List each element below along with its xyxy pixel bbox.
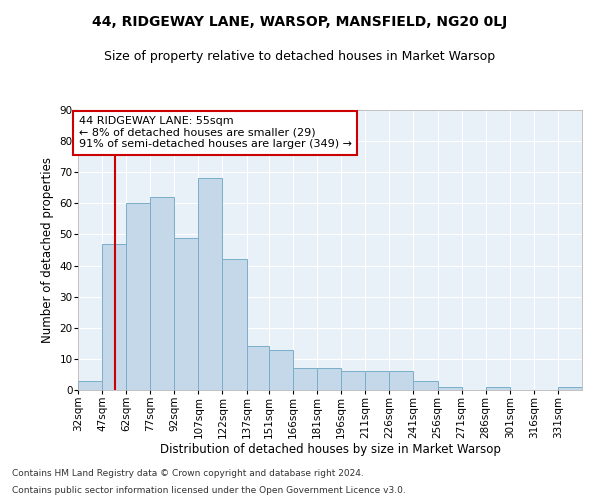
Bar [293, 368, 317, 390]
Bar [389, 372, 413, 390]
Bar [269, 350, 293, 390]
Bar [126, 204, 150, 390]
Bar [558, 387, 582, 390]
Bar [223, 260, 247, 390]
Bar [437, 387, 461, 390]
X-axis label: Distribution of detached houses by size in Market Warsop: Distribution of detached houses by size … [160, 443, 500, 456]
Text: Contains HM Land Registry data © Crown copyright and database right 2024.: Contains HM Land Registry data © Crown c… [12, 468, 364, 477]
Bar [199, 178, 223, 390]
Bar [102, 244, 126, 390]
Bar [485, 387, 510, 390]
Text: 44 RIDGEWAY LANE: 55sqm
← 8% of detached houses are smaller (29)
91% of semi-det: 44 RIDGEWAY LANE: 55sqm ← 8% of detached… [79, 116, 352, 150]
Text: Contains public sector information licensed under the Open Government Licence v3: Contains public sector information licen… [12, 486, 406, 495]
Bar [150, 197, 175, 390]
Text: 44, RIDGEWAY LANE, WARSOP, MANSFIELD, NG20 0LJ: 44, RIDGEWAY LANE, WARSOP, MANSFIELD, NG… [92, 15, 508, 29]
Bar [175, 238, 199, 390]
Bar [413, 380, 437, 390]
Bar [78, 380, 102, 390]
Bar [247, 346, 269, 390]
Bar [341, 372, 365, 390]
Bar [365, 372, 389, 390]
Y-axis label: Number of detached properties: Number of detached properties [41, 157, 54, 343]
Text: Size of property relative to detached houses in Market Warsop: Size of property relative to detached ho… [104, 50, 496, 63]
Bar [317, 368, 341, 390]
